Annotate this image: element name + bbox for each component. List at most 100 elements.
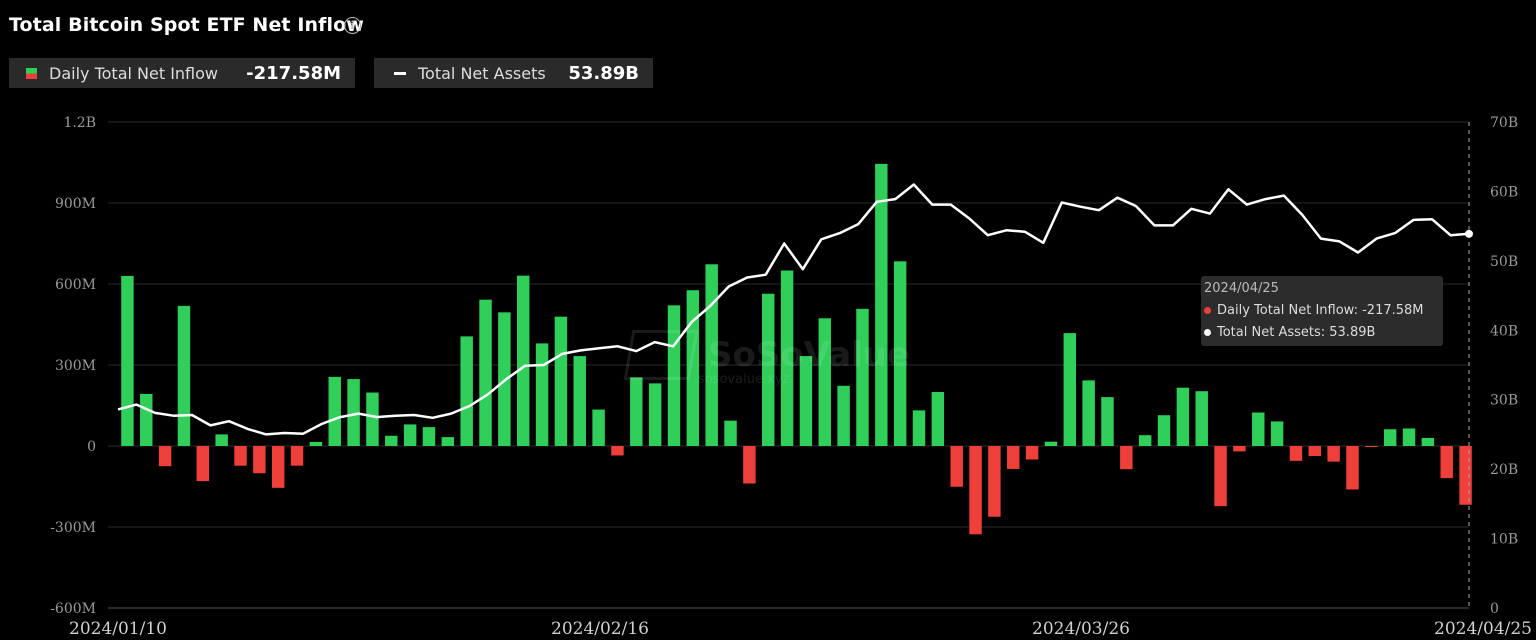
- inflow-bar: [648, 383, 662, 446]
- tooltip-assets: Total Net Assets: 53.89B: [1217, 325, 1376, 340]
- inflow-bar: [347, 379, 360, 446]
- outflow-bar: [1440, 446, 1453, 479]
- legend-daily-inflow[interactable]: Daily Total Net Inflow -217.58M: [9, 58, 355, 88]
- inflow-bar: [441, 437, 455, 446]
- outflow-bar: [234, 446, 247, 466]
- white-dot-icon: [1204, 329, 1211, 336]
- y-right-tick-label: 10B: [1490, 532, 1518, 548]
- outflow-bar: [1327, 446, 1340, 462]
- inflow-bar: [403, 424, 417, 446]
- inflow-bar: [1082, 380, 1095, 446]
- inflow-bar: [516, 275, 530, 446]
- y-left-tick-label: -300M: [50, 520, 96, 536]
- inflow-bar: [1044, 441, 1058, 446]
- inflow-bar: [1063, 333, 1077, 446]
- outflow-bar: [1459, 446, 1472, 505]
- x-tick-label: 2024/04/25: [1434, 619, 1532, 639]
- y-left-tick-label: 1.2B: [63, 115, 96, 131]
- outflow-bar: [743, 446, 756, 484]
- y-right-tick-label: 70B: [1490, 115, 1518, 131]
- x-tick-label: 2024/01/10: [69, 619, 167, 639]
- outflow-bar: [1289, 446, 1303, 461]
- inflow-bar: [121, 275, 134, 446]
- y-right-tick-label: 0: [1490, 601, 1499, 617]
- inflow-bar: [931, 392, 945, 446]
- y-left-tick-label: 0: [87, 439, 96, 455]
- inflow-bar: [592, 409, 605, 446]
- legend-total-assets[interactable]: Total Net Assets 53.89B: [374, 58, 653, 88]
- legend-assets-label: Total Net Assets: [418, 63, 546, 83]
- inflow-bar: [215, 434, 228, 446]
- outflow-bar: [1214, 446, 1227, 507]
- inflow-bar: [856, 308, 869, 446]
- last-point-marker: [1465, 229, 1473, 238]
- tooltip-assets-row: Total Net Assets: 53.89B: [1204, 325, 1375, 340]
- outflow-bar: [271, 446, 285, 488]
- y-right-tick-label: 20B: [1490, 462, 1518, 478]
- inflow-bar: [1421, 437, 1435, 446]
- x-tick-label: 2024/02/16: [551, 619, 649, 639]
- inflow-bar: [762, 293, 775, 446]
- inflow-bar: [140, 393, 153, 446]
- inflow-swatch-icon: [26, 67, 37, 79]
- outflow-bar: [196, 446, 210, 482]
- outflow-bar: [1365, 446, 1378, 447]
- inflow-bar: [479, 299, 492, 446]
- inflow-bar: [1402, 428, 1416, 446]
- outflow-bar: [988, 446, 1001, 517]
- inflow-bar: [460, 336, 473, 446]
- inflow-bar: [535, 343, 549, 446]
- red-dot-icon: [1204, 307, 1211, 314]
- y-right-tick-label: 40B: [1490, 323, 1518, 339]
- inflow-bar: [554, 316, 568, 446]
- watermark: SoSoValue sosovalue.xyz: [623, 330, 911, 387]
- inflow-bar: [366, 392, 379, 446]
- inflow-bar: [573, 356, 586, 446]
- tooltip-inflow: Daily Total Net Inflow: -217.58M: [1217, 303, 1424, 318]
- x-tick-label: 2024/03/26: [1032, 619, 1130, 639]
- inflow-bar: [177, 305, 191, 446]
- y-left-tick-label: 600M: [55, 277, 96, 293]
- inflow-bar: [1138, 435, 1152, 446]
- legend-assets-value: 53.89B: [568, 62, 639, 84]
- y-right-tick-label: 60B: [1490, 184, 1518, 200]
- inflow-bar: [686, 290, 700, 446]
- inflow-bar: [875, 163, 888, 446]
- line-swatch-icon: [394, 71, 406, 75]
- outflow-bar: [969, 446, 982, 535]
- outflow-bar: [1308, 446, 1322, 456]
- outflow-bar: [158, 446, 172, 467]
- inflow-bar: [309, 441, 323, 446]
- outflow-bar: [290, 446, 304, 466]
- inflow-bar: [724, 420, 737, 446]
- inflow-bar: [1157, 415, 1171, 446]
- inflow-bar: [799, 356, 813, 446]
- watermark-url: sosovalue.xyz: [698, 372, 790, 387]
- total-assets-line: [117, 183, 1470, 436]
- inflow-bar: [837, 385, 850, 446]
- inflow-bar: [1101, 397, 1114, 446]
- outflow-bar: [1346, 446, 1359, 490]
- legend-inflow-label: Daily Total Net Inflow: [49, 63, 219, 83]
- outflow-bar: [1007, 446, 1020, 469]
- outflow-bar: [1233, 446, 1246, 452]
- watermark-brand: SoSoValue: [708, 335, 911, 375]
- inflow-bar: [1176, 387, 1190, 446]
- outflow-bar: [950, 446, 963, 487]
- sosovalue-logo-icon: [623, 330, 699, 380]
- inflow-bar: [1252, 412, 1265, 446]
- chart-tooltip: 2024/04/25 Daily Total Net Inflow: -217.…: [1201, 276, 1443, 346]
- legend-inflow-value: -217.58M: [246, 62, 341, 84]
- inflow-bar: [818, 318, 831, 446]
- info-icon[interactable]: i: [344, 17, 361, 34]
- inflow-bar: [328, 376, 341, 446]
- inflow-bar: [893, 261, 907, 446]
- inflow-bar: [422, 427, 436, 446]
- y-right-tick-label: 50B: [1490, 254, 1518, 270]
- outflow-bar: [253, 446, 266, 474]
- inflow-bar: [705, 264, 718, 446]
- outflow-bar: [1120, 446, 1133, 470]
- y-left-tick-label: -600M: [50, 601, 96, 617]
- outflow-bar: [1025, 446, 1039, 460]
- y-right-tick-label: 30B: [1490, 393, 1518, 409]
